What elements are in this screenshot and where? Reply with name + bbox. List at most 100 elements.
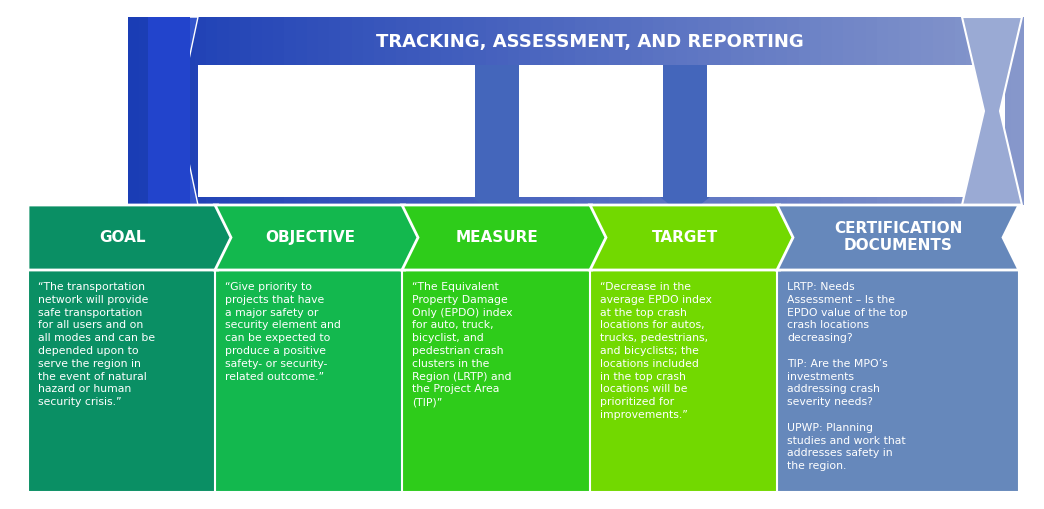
Bar <box>832 17 845 205</box>
Bar <box>139 17 151 205</box>
Bar <box>620 17 633 205</box>
Text: OBJECTIVE: OBJECTIVE <box>265 230 355 244</box>
Polygon shape <box>215 205 421 270</box>
Bar <box>362 17 376 205</box>
Polygon shape <box>144 240 194 268</box>
Bar <box>195 17 208 205</box>
Bar <box>419 17 431 205</box>
Text: “Decrease in the
average EPDO index
at the top crash
locations for autos,
trucks: “Decrease in the average EPDO index at t… <box>600 282 712 420</box>
Bar <box>262 17 275 205</box>
Bar <box>128 17 141 205</box>
Bar <box>207 17 219 205</box>
Bar <box>821 17 833 205</box>
Bar <box>955 17 968 205</box>
Bar <box>977 17 990 205</box>
Polygon shape <box>170 17 198 205</box>
Bar <box>663 65 707 197</box>
Bar <box>508 17 521 205</box>
Bar <box>642 17 655 205</box>
Text: “The Equivalent
Property Damage
Only (EPDO) index
for auto, truck,
bicyclist, an: “The Equivalent Property Damage Only (EP… <box>412 282 513 407</box>
Text: “Give priority to
projects that have
a major safety or
security element and
can : “Give priority to projects that have a m… <box>226 282 341 382</box>
Bar <box>754 17 766 205</box>
Bar <box>217 17 230 205</box>
Bar <box>564 17 576 205</box>
Bar <box>765 17 778 205</box>
Text: MEASURE: MEASURE <box>455 230 539 244</box>
Text: LRTP: Needs
Assessment – Is the
EPDO value of the top
crash locations
decreasing: LRTP: Needs Assessment – Is the EPDO val… <box>787 282 907 471</box>
Polygon shape <box>472 197 522 217</box>
Bar <box>148 17 190 240</box>
Bar <box>910 17 923 205</box>
Bar <box>787 17 800 205</box>
Bar <box>340 17 353 205</box>
Bar <box>609 17 621 205</box>
Bar <box>865 17 878 205</box>
Bar <box>184 17 196 205</box>
Polygon shape <box>590 205 796 270</box>
Bar <box>385 17 398 205</box>
Bar <box>664 17 678 205</box>
Bar <box>799 17 811 205</box>
Bar <box>251 17 263 205</box>
Bar <box>586 17 599 205</box>
Text: TARGET: TARGET <box>651 230 718 244</box>
Bar <box>329 17 341 205</box>
Bar <box>810 17 823 205</box>
Bar <box>552 17 565 205</box>
Text: “The transportation
network will provide
safe transportation
for all users and o: “The transportation network will provide… <box>38 282 156 407</box>
Bar <box>944 17 956 205</box>
Bar <box>542 17 554 205</box>
Bar <box>989 17 1001 205</box>
Polygon shape <box>28 205 234 270</box>
Bar <box>720 17 733 205</box>
Text: GOAL: GOAL <box>100 230 146 244</box>
Bar <box>776 17 789 205</box>
Bar <box>307 17 319 205</box>
Bar <box>441 17 453 205</box>
Bar <box>402 270 592 492</box>
Bar <box>430 17 443 205</box>
Bar <box>374 17 386 205</box>
Polygon shape <box>962 17 1022 205</box>
Polygon shape <box>660 197 710 217</box>
Bar <box>687 17 699 205</box>
Bar <box>1000 17 1013 205</box>
Polygon shape <box>777 205 1019 270</box>
Bar <box>597 17 610 205</box>
Bar <box>631 17 643 205</box>
Bar <box>732 17 744 205</box>
Bar <box>475 65 519 197</box>
Bar <box>198 65 1005 197</box>
Bar <box>519 17 531 205</box>
Bar <box>877 17 889 205</box>
Bar <box>854 17 868 205</box>
Bar <box>844 17 856 205</box>
Bar <box>464 17 476 205</box>
Bar <box>295 17 308 205</box>
Bar <box>922 17 934 205</box>
Bar <box>575 17 588 205</box>
Bar <box>240 17 253 205</box>
Bar <box>474 17 488 205</box>
Bar <box>352 17 364 205</box>
Bar <box>654 17 666 205</box>
Bar <box>675 17 688 205</box>
Bar <box>318 17 331 205</box>
Text: TRACKING, ASSESSMENT, AND REPORTING: TRACKING, ASSESSMENT, AND REPORTING <box>376 33 804 51</box>
Text: CERTIFICATION
DOCUMENTS: CERTIFICATION DOCUMENTS <box>834 221 963 253</box>
Bar <box>590 270 780 492</box>
Bar <box>274 17 286 205</box>
Bar <box>150 17 163 205</box>
Bar <box>485 17 498 205</box>
Bar <box>530 17 543 205</box>
Bar <box>887 17 901 205</box>
Polygon shape <box>402 205 608 270</box>
Bar <box>742 17 755 205</box>
Bar <box>407 17 420 205</box>
Bar <box>777 270 1019 492</box>
Bar <box>497 17 509 205</box>
Bar <box>284 17 298 205</box>
Bar <box>932 17 945 205</box>
Bar <box>28 270 218 492</box>
Bar <box>215 270 405 492</box>
